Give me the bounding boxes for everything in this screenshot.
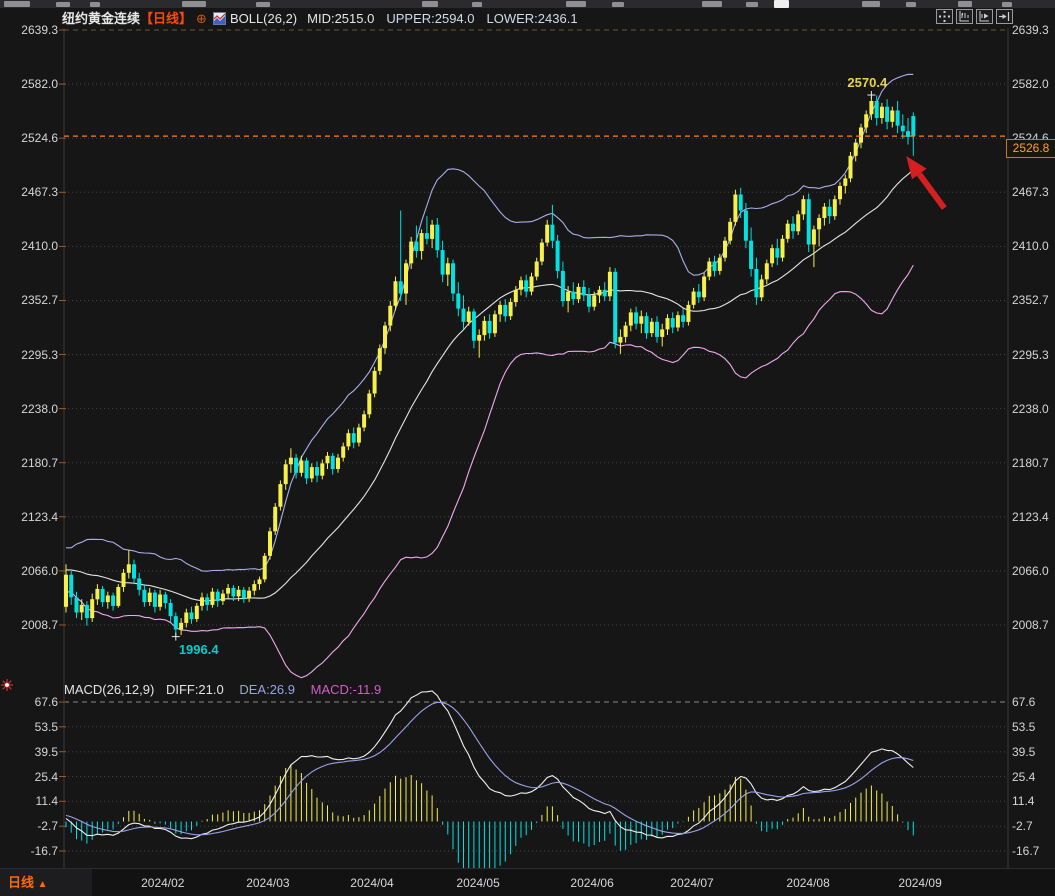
toolbar-icon-fragment bbox=[472, 2, 482, 7]
boll-line bbox=[66, 73, 914, 572]
toolbar-icon-fragment bbox=[702, 1, 722, 7]
crosshair-pan-icon[interactable] bbox=[936, 9, 953, 24]
y-axis-label: 2066.0 bbox=[21, 563, 58, 578]
y-axis-label: 2467.3 bbox=[21, 185, 58, 200]
kline-indicator-icon bbox=[212, 11, 226, 30]
indicator-settings-icon[interactable] bbox=[1, 679, 13, 691]
y-axis-label: 2180.7 bbox=[1012, 455, 1049, 470]
toolbar-icon-fragment bbox=[256, 2, 270, 7]
low-annotation: 1996.4 bbox=[178, 641, 219, 657]
y-axis-label: 2410.0 bbox=[21, 239, 58, 254]
top-toolbar[interactable] bbox=[0, 0, 1055, 8]
y-axis-label: 53.5 bbox=[34, 719, 58, 734]
macd-value: MACD:-11.9 bbox=[310, 682, 382, 697]
y-axis-label: 2524.6 bbox=[21, 131, 58, 146]
toolbar-icon-fragment bbox=[906, 2, 916, 7]
period-selector[interactable]: 日线 ▲ bbox=[0, 869, 92, 896]
macd-diff-value: DIFF:21.0 bbox=[165, 682, 224, 697]
y-axis-label: 11.4 bbox=[1012, 794, 1035, 809]
period-tag: 【日线】 bbox=[140, 11, 193, 26]
boll-mid-value: MID:2515.0 bbox=[307, 11, 375, 26]
macd-header: MACD(26,12,9) DIFF:21.0 DEA:26.9 MACD:-1… bbox=[0, 682, 1055, 698]
add-indicator-icon[interactable]: ⊕ bbox=[196, 11, 207, 26]
compress-chart-icon[interactable] bbox=[956, 9, 973, 24]
y-axis-label: 2008.7 bbox=[1012, 618, 1049, 632]
boll-upper-value: UPPER:2594.0 bbox=[386, 11, 475, 26]
x-axis-label: 2024/05 bbox=[456, 876, 500, 890]
y-axis-label: 2639.3 bbox=[1012, 23, 1049, 37]
macd-dea-value: DEA:26.9 bbox=[239, 682, 296, 697]
x-axis-label: 2024/09 bbox=[898, 876, 942, 890]
y-axis-label: -2.7 bbox=[1012, 819, 1033, 834]
y-axis-label: 2123.4 bbox=[1012, 509, 1049, 524]
toolbar-icon-fragment bbox=[182, 1, 206, 7]
y-axis-label: 2238.0 bbox=[21, 401, 58, 416]
y-axis-label: -16.7 bbox=[30, 844, 58, 858]
y-axis-label: 11.4 bbox=[35, 794, 58, 809]
x-axis-label: 2024/04 bbox=[350, 876, 394, 890]
y-axis-label: 2352.7 bbox=[1012, 293, 1049, 308]
y-axis-label: 2582.0 bbox=[21, 77, 58, 92]
x-axis-bar: 日线 ▲ 2024/02 2024/03 2024/04 2024/05 2024/06… bbox=[0, 868, 1055, 896]
y-axis-label: 39.5 bbox=[1012, 744, 1036, 759]
x-axis-label: 2024/08 bbox=[786, 876, 830, 890]
y-axis-label: 53.5 bbox=[1012, 719, 1036, 734]
y-axis-label: 2066.0 bbox=[1012, 563, 1049, 578]
y-axis-label: 2295.3 bbox=[1012, 347, 1049, 362]
play-forward-icon[interactable] bbox=[976, 9, 993, 24]
y-axis-label: 2639.3 bbox=[21, 23, 58, 37]
y-axis-label: 25.4 bbox=[1012, 769, 1036, 784]
toolbar-icon-fragment bbox=[56, 2, 70, 7]
last-price-badge: 2526.8 bbox=[1006, 139, 1055, 158]
y-axis-label: -16.7 bbox=[1012, 844, 1040, 858]
toolbar-icon-fragment bbox=[774, 0, 789, 8]
y-axis-label: 67.6 bbox=[34, 695, 58, 709]
arrow-annotation bbox=[906, 156, 947, 210]
y-axis-label: 67.6 bbox=[1012, 695, 1036, 709]
y-axis-label: 2410.0 bbox=[1012, 239, 1049, 254]
x-axis-label: 2024/03 bbox=[246, 876, 290, 890]
boll-lower-value: LOWER:2436.1 bbox=[486, 11, 578, 26]
macd-label: MACD(26,12,9) bbox=[64, 682, 155, 697]
chart-header: 纽约黄金连续【日线】 ⊕ BOLL(26,2) MID:2515.0 UPPER:259… bbox=[0, 9, 1055, 28]
y-axis-label: 2238.0 bbox=[1012, 401, 1049, 416]
y-axis-label: 2467.3 bbox=[1012, 185, 1049, 200]
y-axis-label: 2582.0 bbox=[1012, 77, 1049, 92]
go-to-latest-icon[interactable] bbox=[996, 9, 1013, 24]
toolbar-icon-fragment bbox=[862, 1, 880, 7]
toolbar-icon-fragment bbox=[4, 1, 30, 7]
y-axis-label: 2008.7 bbox=[21, 618, 58, 632]
chart-controls bbox=[936, 9, 1013, 25]
toolbar-icon-fragment bbox=[566, 1, 586, 7]
x-axis-label: 2024/06 bbox=[570, 876, 614, 890]
y-axis-label: -2.7 bbox=[37, 819, 58, 834]
toolbar-icon-fragment bbox=[1002, 2, 1012, 7]
toolbar-icon-fragment bbox=[746, 2, 758, 7]
y-axis-label: 25.4 bbox=[34, 769, 58, 784]
toolbar-icon-fragment bbox=[612, 2, 624, 7]
y-axis-label: 2295.3 bbox=[21, 347, 58, 362]
high-annotation: 2570.4 bbox=[847, 75, 888, 90]
boll-line bbox=[66, 264, 914, 679]
y-axis-label: 2180.7 bbox=[21, 455, 58, 470]
period-label: 日线 bbox=[8, 875, 35, 890]
macd-layer bbox=[65, 690, 914, 888]
y-axis-label: 2123.4 bbox=[21, 509, 58, 524]
x-axis-label: 2024/02 bbox=[141, 876, 185, 890]
boll-label: BOLL(26,2) bbox=[229, 11, 298, 26]
toolbar-icon-fragment bbox=[958, 1, 972, 7]
candles-layer bbox=[64, 95, 916, 637]
y-axis-label: 2352.7 bbox=[21, 293, 58, 308]
x-axis-label: 2024/07 bbox=[670, 876, 714, 890]
toolbar-icon-fragment bbox=[90, 2, 100, 7]
period-dropdown-arrow: ▲ bbox=[37, 879, 48, 890]
symbol-title: 纽约黄金连续 bbox=[62, 11, 141, 26]
toolbar-icon-fragment bbox=[422, 1, 438, 7]
y-axis-label: 39.5 bbox=[34, 744, 58, 759]
